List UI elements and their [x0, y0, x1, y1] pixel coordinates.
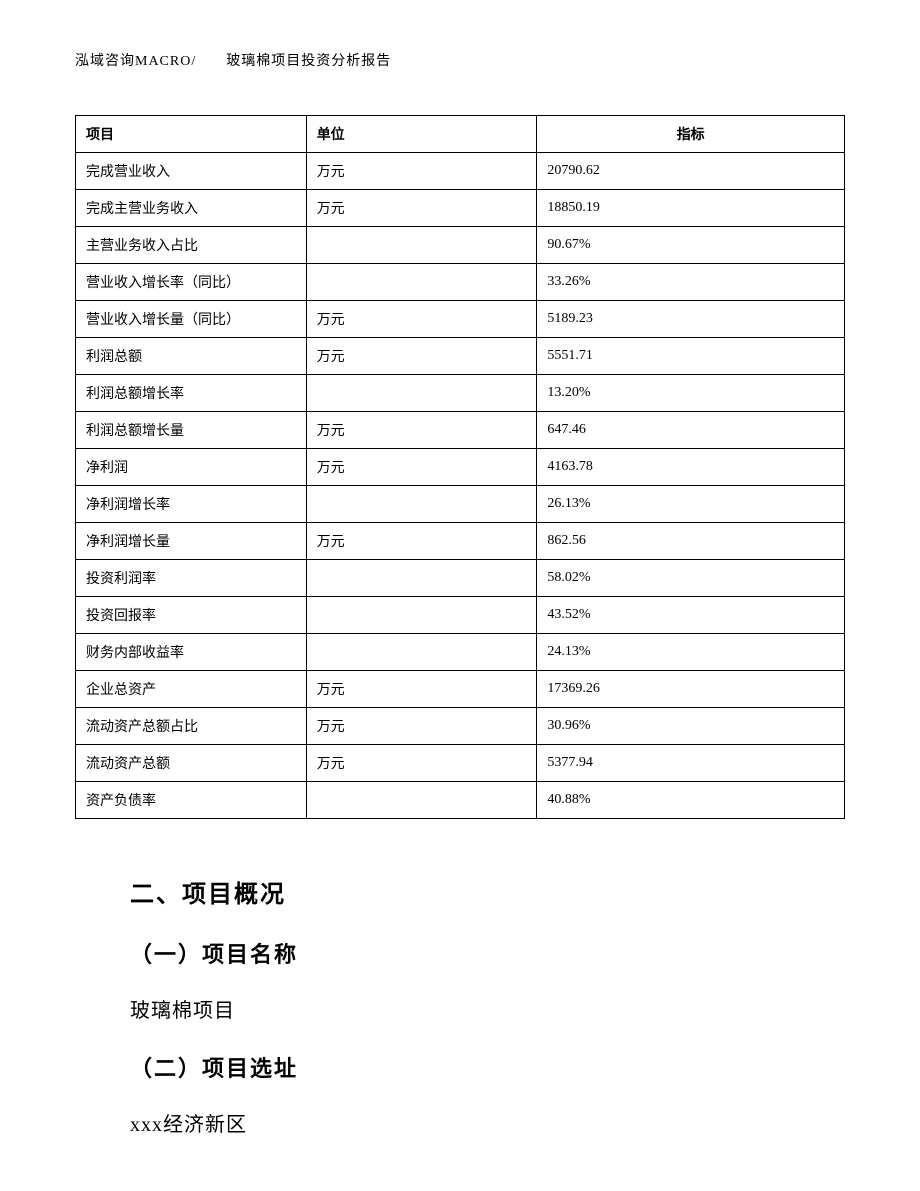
cell-value: 58.02% [537, 560, 845, 597]
cell-unit: 万元 [306, 523, 537, 560]
cell-item: 投资利润率 [76, 560, 307, 597]
cell-item: 利润总额 [76, 338, 307, 375]
table-row: 企业总资产 万元 17369.26 [76, 671, 845, 708]
cell-item: 完成主营业务收入 [76, 190, 307, 227]
cell-item: 主营业务收入占比 [76, 227, 307, 264]
table-row: 资产负债率 40.88% [76, 782, 845, 819]
cell-value: 5377.94 [537, 745, 845, 782]
table-row: 投资回报率 43.52% [76, 597, 845, 634]
table-row: 流动资产总额 万元 5377.94 [76, 745, 845, 782]
cell-value: 24.13% [537, 634, 845, 671]
table-body: 完成营业收入 万元 20790.62 完成主营业务收入 万元 18850.19 … [76, 153, 845, 819]
column-header-unit: 单位 [306, 116, 537, 153]
cell-item: 资产负债率 [76, 782, 307, 819]
cell-value: 33.26% [537, 264, 845, 301]
cell-item: 财务内部收益率 [76, 634, 307, 671]
financial-table: 项目 单位 指标 完成营业收入 万元 20790.62 完成主营业务收入 万元 … [75, 115, 845, 819]
cell-unit: 万元 [306, 338, 537, 375]
project-name-text: 玻璃棉项目 [130, 994, 845, 1023]
cell-value: 4163.78 [537, 449, 845, 486]
cell-unit: 万元 [306, 449, 537, 486]
cell-item: 流动资产总额 [76, 745, 307, 782]
cell-unit: 万元 [306, 190, 537, 227]
cell-value: 862.56 [537, 523, 845, 560]
cell-unit: 万元 [306, 412, 537, 449]
cell-value: 647.46 [537, 412, 845, 449]
table-row: 利润总额增长量 万元 647.46 [76, 412, 845, 449]
cell-value: 90.67% [537, 227, 845, 264]
table-row: 营业收入增长率（同比） 33.26% [76, 264, 845, 301]
table-row: 净利润增长量 万元 862.56 [76, 523, 845, 560]
subsection-heading-2: （二）项目选址 [130, 1051, 845, 1083]
cell-unit [306, 375, 537, 412]
cell-item: 企业总资产 [76, 671, 307, 708]
cell-item: 净利润增长量 [76, 523, 307, 560]
cell-item: 营业收入增长率（同比） [76, 264, 307, 301]
table-row: 投资利润率 58.02% [76, 560, 845, 597]
table-row: 完成主营业务收入 万元 18850.19 [76, 190, 845, 227]
cell-value: 17369.26 [537, 671, 845, 708]
table-row: 流动资产总额占比 万元 30.96% [76, 708, 845, 745]
cell-unit [306, 560, 537, 597]
cell-value: 5189.23 [537, 301, 845, 338]
cell-value: 20790.62 [537, 153, 845, 190]
cell-unit [306, 264, 537, 301]
content-section: 二、项目概况 （一）项目名称 玻璃棉项目 （二）项目选址 xxx经济新区 [75, 874, 845, 1137]
cell-unit: 万元 [306, 671, 537, 708]
cell-unit: 万元 [306, 301, 537, 338]
table-row: 财务内部收益率 24.13% [76, 634, 845, 671]
cell-unit: 万元 [306, 708, 537, 745]
subsection-heading-1: （一）项目名称 [130, 937, 845, 969]
cell-item: 流动资产总额占比 [76, 708, 307, 745]
cell-unit [306, 634, 537, 671]
cell-item: 利润总额增长率 [76, 375, 307, 412]
cell-value: 5551.71 [537, 338, 845, 375]
table-row: 净利润增长率 26.13% [76, 486, 845, 523]
column-header-indicator: 指标 [537, 116, 845, 153]
cell-unit [306, 597, 537, 634]
cell-unit [306, 782, 537, 819]
table-row: 完成营业收入 万元 20790.62 [76, 153, 845, 190]
column-header-item: 项目 [76, 116, 307, 153]
cell-item: 利润总额增长量 [76, 412, 307, 449]
table-row: 利润总额增长率 13.20% [76, 375, 845, 412]
project-location-text: xxx经济新区 [130, 1108, 845, 1137]
table-row: 主营业务收入占比 90.67% [76, 227, 845, 264]
cell-value: 43.52% [537, 597, 845, 634]
cell-value: 40.88% [537, 782, 845, 819]
cell-value: 30.96% [537, 708, 845, 745]
cell-item: 营业收入增长量（同比） [76, 301, 307, 338]
cell-item: 投资回报率 [76, 597, 307, 634]
section-heading: 二、项目概况 [130, 874, 845, 909]
cell-unit: 万元 [306, 153, 537, 190]
cell-unit [306, 486, 537, 523]
table-row: 利润总额 万元 5551.71 [76, 338, 845, 375]
cell-item: 净利润 [76, 449, 307, 486]
cell-unit: 万元 [306, 745, 537, 782]
table-header-row: 项目 单位 指标 [76, 116, 845, 153]
cell-value: 26.13% [537, 486, 845, 523]
table-row: 净利润 万元 4163.78 [76, 449, 845, 486]
cell-item: 完成营业收入 [76, 153, 307, 190]
page-header: 泓域咨询MACRO/ 玻璃棉项目投资分析报告 [75, 50, 845, 70]
cell-unit [306, 227, 537, 264]
table-row: 营业收入增长量（同比） 万元 5189.23 [76, 301, 845, 338]
cell-item: 净利润增长率 [76, 486, 307, 523]
cell-value: 13.20% [537, 375, 845, 412]
cell-value: 18850.19 [537, 190, 845, 227]
